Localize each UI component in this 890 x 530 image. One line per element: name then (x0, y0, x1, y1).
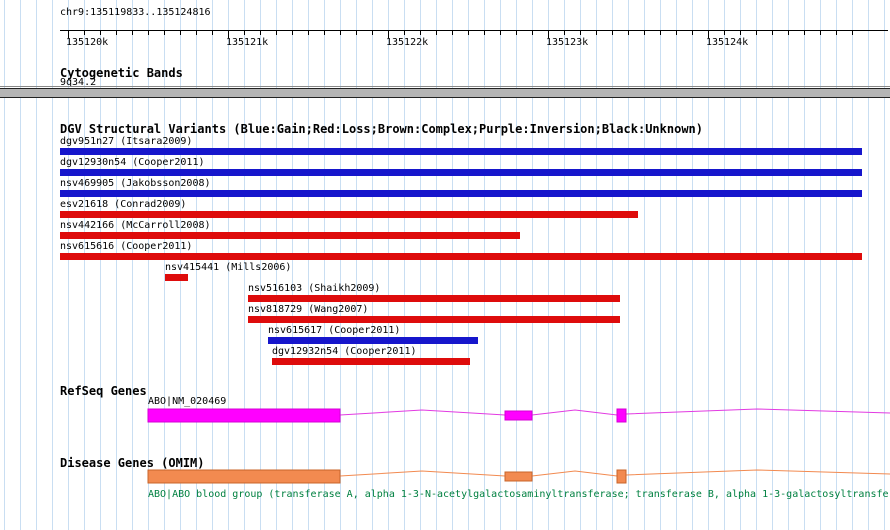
ruler-minor-tick (516, 31, 517, 35)
exon-box[interactable] (504, 410, 533, 421)
exon-box[interactable] (504, 471, 533, 482)
ruler-minor-tick (356, 31, 357, 35)
ruler-minor-tick (612, 31, 613, 35)
ruler-major-tick (68, 31, 69, 38)
variant-bar[interactable] (60, 169, 862, 176)
refseq-gene-label: ABO|NM_020469 (148, 396, 227, 407)
cytoband-topline (0, 86, 890, 87)
cytoband-label: 9q34.2 (60, 77, 97, 88)
ruler-minor-tick (260, 31, 261, 35)
ruler-minor-tick (484, 31, 485, 35)
ruler-tick-label: 135120k (66, 37, 109, 48)
ruler-minor-tick (292, 31, 293, 35)
ruler-minor-tick (564, 31, 565, 35)
variant-bar[interactable] (248, 316, 620, 323)
variant-bar[interactable] (60, 232, 520, 239)
ruler-minor-tick (804, 31, 805, 35)
ruler-minor-tick (500, 31, 501, 35)
variant-label: esv21618 (Conrad2009) (60, 199, 187, 210)
ruler-minor-tick (724, 31, 725, 35)
ruler-minor-tick (180, 31, 181, 35)
variant-bar[interactable] (272, 358, 470, 365)
omim-gene-glyph[interactable] (0, 465, 890, 489)
ruler-line (60, 30, 888, 31)
ruler-major-tick (388, 31, 389, 38)
ruler-minor-tick (324, 31, 325, 35)
ruler-minor-tick (836, 31, 837, 35)
variant-label: dgv12930n54 (Cooper2011) (60, 157, 205, 168)
variant-bar[interactable] (60, 190, 862, 197)
ruler-minor-tick (452, 31, 453, 35)
ruler-minor-tick (852, 31, 853, 35)
ruler-minor-tick (532, 31, 533, 35)
ruler-minor-tick (244, 31, 245, 35)
ruler-tick-label: 135121k (226, 37, 269, 48)
ruler-minor-tick (740, 31, 741, 35)
section-title-dgv: DGV Structural Variants (Blue:Gain;Red:L… (60, 122, 703, 136)
region-coordinates: chr9:135119833..135124816 (60, 7, 211, 18)
ruler-minor-tick (580, 31, 581, 35)
variant-label: nsv442166 (McCarroll2008) (60, 220, 211, 231)
ruler-major-tick (228, 31, 229, 38)
ruler-minor-tick (276, 31, 277, 35)
ruler-minor-tick (340, 31, 341, 35)
ruler-minor-tick (148, 31, 149, 35)
ruler-minor-tick (308, 31, 309, 35)
ruler-major-tick (548, 31, 549, 38)
ruler-minor-tick (772, 31, 773, 35)
variant-bar[interactable] (248, 295, 620, 302)
variant-bar[interactable] (165, 274, 188, 281)
intron-line (339, 469, 890, 477)
ruler-tick-label: 135122k (386, 37, 429, 48)
variant-label: nsv516103 (Shaikh2009) (248, 283, 381, 294)
ruler-minor-tick (196, 31, 197, 35)
ruler-tick-label: 135123k (546, 37, 589, 48)
variant-label: nsv469905 (Jakobsson2008) (60, 178, 211, 189)
omim-gene-caption: ABO|ABO blood group (transferase A, alph… (148, 489, 890, 500)
refseq-gene-glyph[interactable] (0, 404, 890, 428)
section-title-cytobands: Cytogenetic Bands (60, 66, 183, 80)
ruler-minor-tick (644, 31, 645, 35)
variant-label: nsv615617 (Cooper2011) (268, 325, 401, 336)
exon-box[interactable] (616, 469, 627, 484)
ruler-minor-tick (788, 31, 789, 35)
exon-box[interactable] (616, 408, 627, 423)
section-title-refseq: RefSeq Genes (60, 384, 147, 398)
ruler-minor-tick (468, 31, 469, 35)
exon-box[interactable] (147, 408, 341, 423)
ruler-minor-tick (84, 31, 85, 35)
ruler-minor-tick (116, 31, 117, 35)
ruler-minor-tick (692, 31, 693, 35)
ruler-minor-tick (596, 31, 597, 35)
variant-label: dgv12932n54 (Cooper2011) (272, 346, 417, 357)
variant-label: nsv615616 (Cooper2011) (60, 241, 193, 252)
variant-label: nsv415441 (Mills2006) (165, 262, 292, 273)
ruler-minor-tick (212, 31, 213, 35)
variant-bar[interactable] (60, 148, 862, 155)
ruler-minor-tick (132, 31, 133, 35)
variant-label: dgv951n27 (Itsara2009) (60, 136, 193, 147)
intron-line (339, 408, 890, 416)
ruler-minor-tick (436, 31, 437, 35)
ruler-minor-tick (676, 31, 677, 35)
ruler-minor-tick (404, 31, 405, 35)
cytoband-bar (0, 88, 890, 98)
ruler-minor-tick (628, 31, 629, 35)
variant-bar[interactable] (268, 337, 478, 344)
ruler-minor-tick (820, 31, 821, 35)
ruler-tick-label: 135124k (706, 37, 749, 48)
variant-bar[interactable] (60, 211, 638, 218)
section-title-omim: Disease Genes (OMIM) (60, 456, 205, 470)
ruler-minor-tick (372, 31, 373, 35)
ruler-major-tick (708, 31, 709, 38)
ruler-minor-tick (100, 31, 101, 35)
variant-bar[interactable] (60, 253, 862, 260)
ruler-minor-tick (660, 31, 661, 35)
ruler-minor-tick (756, 31, 757, 35)
variant-label: nsv818729 (Wang2007) (248, 304, 369, 315)
ruler-minor-tick (164, 31, 165, 35)
ruler-minor-tick (420, 31, 421, 35)
exon-box[interactable] (147, 469, 341, 484)
